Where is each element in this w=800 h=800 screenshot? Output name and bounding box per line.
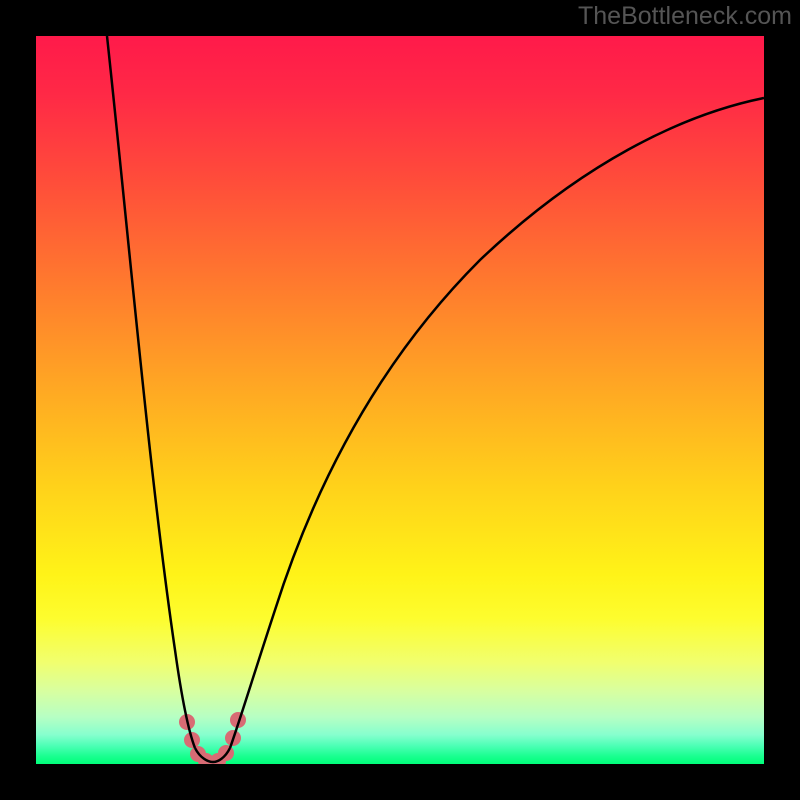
- watermark-text: TheBottleneck.com: [578, 2, 792, 31]
- chart-container: TheBottleneck.com: [0, 0, 800, 800]
- bottleneck-chart: [0, 0, 800, 800]
